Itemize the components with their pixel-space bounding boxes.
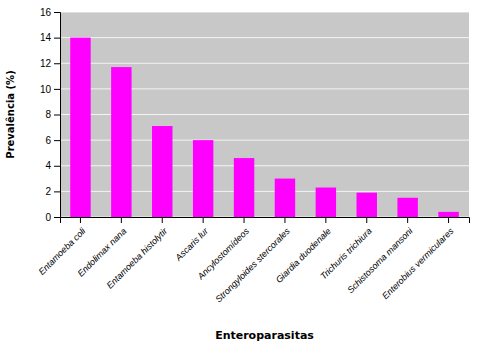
y-tick-label: 0 — [45, 212, 51, 223]
grid-line — [60, 37, 469, 38]
plot: 0 2 4 6 8 10 12 14 16 Entamoeba coliEndolimax nan… — [37, 7, 470, 305]
y-tick-mark — [54, 166, 60, 167]
x-tick: Enterobius vermiculares — [380, 217, 456, 301]
y-tick-label: 8 — [45, 109, 51, 120]
x-tick: Strongyloides stercorales — [213, 217, 292, 304]
x-tick-mark — [121, 217, 122, 223]
y-axis: 0 2 4 6 8 10 12 14 16 — [40, 7, 61, 223]
bar — [152, 126, 172, 217]
bar — [70, 38, 90, 217]
x-tick-mark — [80, 217, 81, 223]
x-tick-mark — [325, 217, 326, 223]
x-tick-label: Entamoeba histolytir — [105, 225, 170, 290]
x-tick: Ascaris lur — [173, 217, 211, 263]
y-tick: 12 — [40, 58, 60, 69]
y-tick-mark — [54, 63, 60, 64]
x-tick-mark — [284, 217, 285, 223]
bars — [70, 38, 459, 217]
y-tick: 8 — [45, 109, 60, 120]
y-axis-line — [54, 13, 61, 218]
bar — [397, 198, 417, 217]
y-tick-label: 16 — [40, 7, 52, 18]
y-tick-label: 4 — [45, 160, 51, 171]
y-tick-mark — [54, 191, 60, 192]
y-tick-mark — [54, 12, 60, 13]
y-tick: 16 — [40, 7, 60, 18]
y-tick: 2 — [45, 186, 60, 197]
y-tick-mark — [54, 217, 60, 218]
x-tick-mark — [203, 217, 204, 223]
x-tick-mark — [244, 217, 245, 223]
y-tick-label: 14 — [40, 32, 52, 43]
x-tick-label: Ascaris lur — [173, 225, 211, 263]
y-tick: 10 — [40, 84, 60, 95]
x-tick-label: Strongyloides stercorales — [213, 226, 292, 305]
y-tick-label: 10 — [40, 84, 52, 95]
grid-line — [60, 63, 469, 64]
x-tick-label: Enterobius vermiculares — [380, 226, 456, 302]
bar — [438, 212, 458, 217]
y-tick-mark — [54, 115, 60, 116]
x-tick-mark — [366, 217, 367, 223]
y-axis-title: Prevalência (%) — [5, 70, 16, 158]
x-tick-mark — [448, 217, 449, 223]
y-tick-label: 6 — [45, 135, 51, 146]
y-tick: 0 — [45, 212, 60, 223]
grid — [60, 12, 469, 217]
y-tick: 6 — [45, 135, 60, 146]
grid-line — [60, 12, 469, 13]
y-tick: 4 — [45, 160, 60, 171]
bar — [193, 140, 213, 217]
x-tick: Entamoeba histolytir — [105, 217, 170, 291]
chart: 0 2 4 6 8 10 12 14 16 Entamoeba coliEndolimax nan… — [0, 0, 483, 345]
y-tick-label: 2 — [45, 186, 51, 197]
bar — [316, 188, 336, 217]
y-tick-label: 12 — [40, 58, 52, 69]
y-tick: 14 — [40, 32, 60, 43]
y-tick-mark — [54, 38, 60, 39]
x-tick-mark — [162, 217, 163, 223]
plot-background — [60, 12, 469, 217]
bar — [357, 193, 377, 217]
x-axis-line — [61, 218, 470, 224]
bar — [111, 67, 131, 217]
x-axis-title: Enteroparasitas — [215, 329, 314, 342]
bar — [234, 158, 254, 217]
x-tick-label: Schistosoma mansoni — [345, 225, 415, 295]
x-tick-mark — [407, 217, 408, 223]
y-tick-mark — [54, 89, 60, 90]
bar — [275, 179, 295, 217]
x-axis: Entamoeba coliEndolimax nanaEntamoeba hi… — [37, 217, 470, 304]
y-tick-mark — [54, 140, 60, 141]
